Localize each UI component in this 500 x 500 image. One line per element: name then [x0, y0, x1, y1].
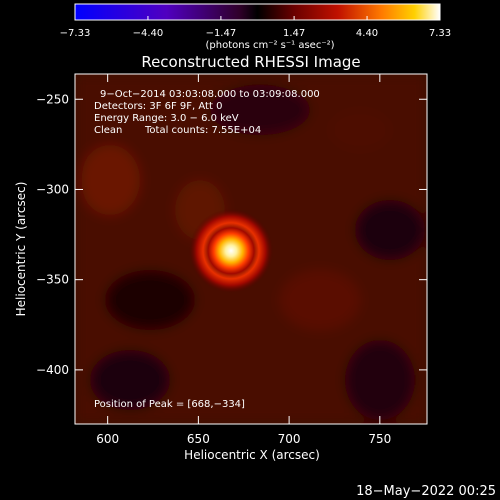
source-peak — [203, 222, 260, 279]
x-tick-label: 650 — [187, 432, 210, 446]
annotation-total-counts: Total counts: 7.55E+04 — [144, 125, 261, 136]
chart-title: Reconstructed RHESSI Image — [141, 53, 360, 71]
source-layer — [189, 208, 274, 293]
info-annotations: 9−Oct−2014 03:03:08.000 to 03:09:08.000 … — [94, 89, 320, 410]
colorbar-units-label: (photons cm⁻² s⁻¹ asec⁻²) — [205, 40, 334, 51]
footer-date: 18−May−2022 00:25 — [356, 484, 496, 499]
annotation-peak-position: Position of Peak = [668,−334] — [94, 399, 245, 410]
colorbar-tick-label: 7.33 — [429, 28, 451, 39]
colorbar-ticks: −7.33 −4.40 −1.47 1.47 4.40 7.33 — [60, 16, 451, 39]
colorbar-tick-label: 4.40 — [356, 28, 378, 39]
x-tick-label: 600 — [96, 432, 119, 446]
colorbar-tick-label: 1.47 — [283, 28, 305, 39]
colorbar-tick-label: −1.47 — [206, 28, 237, 39]
image-area — [75, 74, 427, 424]
x-tick-label: 750 — [368, 432, 391, 446]
colorbar-tick-label: −7.33 — [60, 28, 91, 39]
x-axis-label: Heliocentric X (arcsec) — [184, 448, 320, 462]
y-tick-label: −400 — [36, 363, 69, 377]
y-axis: −250 −300 −350 −400 — [36, 92, 427, 377]
annotation-energy: Energy Range: 3.0 − 6.0 keV — [94, 113, 239, 124]
annotation-clean: Clean — [94, 125, 122, 136]
y-axis-label: Heliocentric Y (arcsec) — [14, 182, 28, 317]
x-axis: 600 650 700 750 — [96, 74, 391, 446]
colorbar-frame — [74, 3, 441, 21]
annotation-detectors: Detectors: 3F 6F 9F, Att 0 — [94, 101, 222, 112]
annotation-time-range: 9−Oct−2014 03:03:08.000 to 03:09:08.000 — [100, 89, 320, 100]
y-tick-label: −250 — [36, 92, 69, 106]
colorbar: −7.33 −4.40 −1.47 1.47 4.40 7.33 (photons cm⁻… — [60, 3, 451, 51]
colorbar-tick-label: −4.40 — [133, 28, 164, 39]
y-tick-label: −300 — [36, 182, 69, 196]
colorbar-gradient — [75, 4, 440, 20]
y-tick-label: −350 — [36, 273, 69, 287]
x-tick-label: 700 — [278, 432, 301, 446]
image-frame — [74, 73, 428, 425]
